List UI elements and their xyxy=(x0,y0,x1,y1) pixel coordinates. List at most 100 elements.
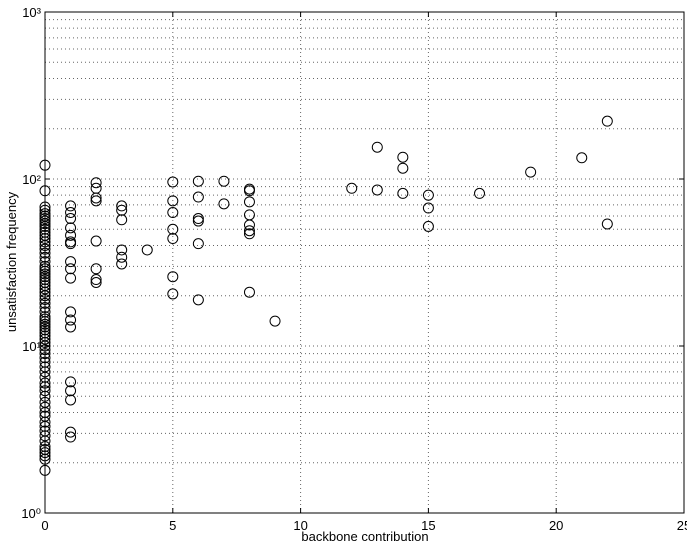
point xyxy=(39,453,51,465)
point xyxy=(39,274,51,286)
point xyxy=(65,213,77,225)
point xyxy=(39,185,51,197)
point xyxy=(39,348,51,360)
point xyxy=(90,177,102,189)
x-tick-label: 0 xyxy=(41,518,48,533)
point xyxy=(39,213,51,225)
y-tick-label: 10⁰ xyxy=(21,506,41,521)
point xyxy=(39,220,51,232)
x-tick-label: 10 xyxy=(293,518,307,533)
point xyxy=(243,196,255,208)
point xyxy=(90,235,102,247)
point xyxy=(39,313,51,325)
point xyxy=(167,233,179,245)
point xyxy=(397,162,409,174)
point xyxy=(39,215,51,227)
point xyxy=(39,286,51,298)
point xyxy=(346,182,358,194)
point xyxy=(39,318,51,330)
point xyxy=(39,333,51,345)
point xyxy=(167,288,179,300)
point xyxy=(243,219,255,231)
point xyxy=(39,290,51,302)
point xyxy=(65,207,77,219)
point xyxy=(65,426,77,438)
x-tick-label: 15 xyxy=(421,518,435,533)
point xyxy=(39,271,51,283)
point xyxy=(39,251,51,263)
point xyxy=(601,115,613,127)
x-tick-label: 5 xyxy=(169,518,176,533)
point xyxy=(192,294,204,306)
point xyxy=(243,225,255,237)
point xyxy=(39,441,51,453)
point xyxy=(39,324,51,336)
point xyxy=(90,195,102,207)
point xyxy=(39,201,51,213)
point xyxy=(243,209,255,221)
point xyxy=(192,238,204,250)
point xyxy=(192,215,204,227)
point xyxy=(39,401,51,413)
point xyxy=(65,272,77,284)
point xyxy=(90,182,102,194)
point xyxy=(39,302,51,314)
point xyxy=(65,394,77,406)
point xyxy=(39,450,51,462)
point xyxy=(65,314,77,326)
point xyxy=(39,344,51,356)
plot-frame xyxy=(44,11,685,514)
point xyxy=(65,385,77,397)
point xyxy=(39,420,51,432)
point xyxy=(65,238,77,250)
point xyxy=(39,464,51,476)
y-tick-label: 10³ xyxy=(22,5,41,20)
point xyxy=(371,184,383,196)
point xyxy=(474,187,486,199)
x-tick-label: 25 xyxy=(677,518,687,533)
point xyxy=(167,207,179,219)
y-tick-label: 10² xyxy=(22,172,41,187)
point xyxy=(39,316,51,328)
point xyxy=(39,430,51,442)
point xyxy=(601,218,613,230)
point xyxy=(65,263,77,275)
point xyxy=(192,213,204,225)
point xyxy=(39,247,51,259)
point xyxy=(39,218,51,230)
point xyxy=(243,286,255,298)
point xyxy=(39,236,51,248)
point xyxy=(39,233,51,245)
point xyxy=(65,229,77,241)
point xyxy=(65,222,77,234)
point xyxy=(39,293,51,305)
point xyxy=(141,244,153,256)
point xyxy=(116,244,128,256)
point xyxy=(39,223,51,235)
point xyxy=(167,271,179,283)
point xyxy=(39,340,51,352)
point xyxy=(116,258,128,270)
point xyxy=(243,185,255,197)
point xyxy=(65,431,77,443)
point xyxy=(90,192,102,204)
point xyxy=(576,152,588,164)
point xyxy=(192,175,204,187)
point xyxy=(39,265,51,277)
point xyxy=(192,191,204,203)
point xyxy=(39,297,51,309)
point xyxy=(422,220,434,232)
point xyxy=(65,321,77,333)
point xyxy=(39,204,51,216)
y-axis-label: unsatisfaction frequency xyxy=(4,191,19,332)
point xyxy=(39,243,51,255)
point xyxy=(39,390,51,402)
point xyxy=(371,141,383,153)
point xyxy=(397,187,409,199)
point xyxy=(39,268,51,280)
point xyxy=(167,195,179,207)
point xyxy=(39,416,51,428)
point xyxy=(39,336,51,348)
point xyxy=(39,283,51,295)
